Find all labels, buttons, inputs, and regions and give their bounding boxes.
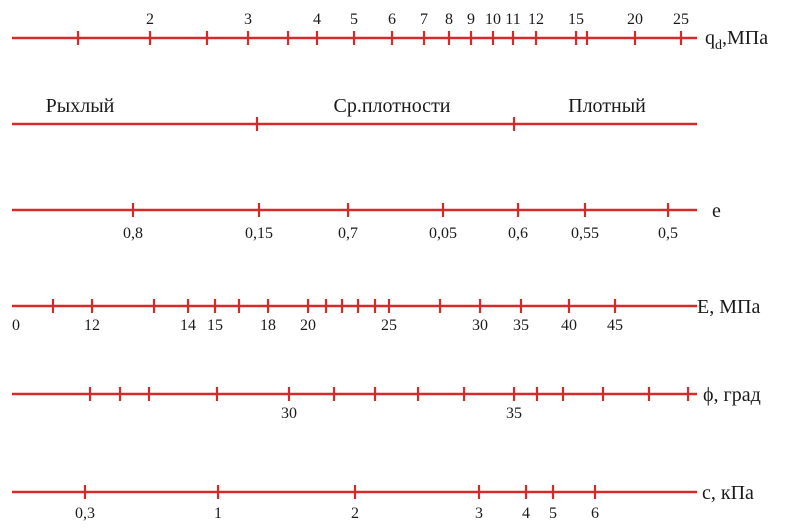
axis-name-E: E, МПа — [697, 296, 760, 318]
tick-label-c: 3 — [475, 505, 483, 522]
tick-label-qd: 25 — [673, 11, 689, 28]
tick-label-E: 30 — [472, 317, 488, 334]
tick-label-qd: 7 — [420, 11, 428, 28]
tick-label-e: 0,05 — [429, 225, 457, 242]
axis-name-phi: ϕ, град — [703, 384, 761, 406]
tick-label-E: 18 — [260, 317, 276, 334]
tick-label-qd: 4 — [313, 11, 321, 28]
tick-label-E: 45 — [607, 317, 623, 334]
tick-label-e: 0,5 — [658, 225, 678, 242]
tick-label-qd: 6 — [388, 11, 396, 28]
tick-label-phi: 35 — [506, 405, 522, 422]
density-zone-label: Ср.плотности — [333, 95, 450, 117]
axis-name-unit: ,МПа — [722, 27, 768, 49]
density-zone-label: Плотный — [568, 95, 646, 117]
tick-label-c: 2 — [351, 505, 359, 522]
tick-label-E: 14 — [180, 317, 196, 334]
tick-label-E: 15 — [207, 317, 223, 334]
tick-label-qd: 8 — [445, 11, 453, 28]
tick-label-qd: 11 — [505, 11, 520, 28]
tick-label-c: 1 — [214, 505, 222, 522]
tick-label-qd: 5 — [350, 11, 358, 28]
tick-label-qd: 9 — [467, 11, 475, 28]
tick-label-start-E: 0 — [12, 317, 20, 334]
axis-name-main: e — [712, 200, 721, 222]
tick-label-E: 40 — [561, 317, 577, 334]
tick-label-c: 4 — [522, 505, 530, 522]
tick-label-e: 0,8 — [123, 225, 143, 242]
axis-name-c: с, кПа — [702, 482, 754, 504]
axis-name-main: с, кПа — [702, 482, 754, 504]
tick-label-qd: 2 — [146, 11, 154, 28]
tick-label-c: 5 — [549, 505, 557, 522]
tick-label-qd: 20 — [627, 11, 643, 28]
tick-label-E: 25 — [381, 317, 397, 334]
tick-label-c: 6 — [591, 505, 599, 522]
tick-label-E: 20 — [300, 317, 316, 334]
tick-label-e: 0,55 — [571, 225, 599, 242]
tick-label-phi: 30 — [281, 405, 297, 422]
tick-label-E: 12 — [84, 317, 100, 334]
tick-label-E: 35 — [513, 317, 529, 334]
density-zone-label: Рыхлый — [46, 95, 115, 117]
axis-name-main: ϕ, град — [703, 384, 761, 406]
axis-name-e: e — [712, 200, 721, 222]
tick-label-e: 0,15 — [245, 225, 273, 242]
axis-name-main: q — [705, 27, 715, 49]
tick-label-qd: 15 — [568, 11, 584, 28]
tick-label-e: 0,7 — [338, 225, 358, 242]
axis-name-main: E, МПа — [697, 296, 760, 318]
tick-label-qd: 3 — [244, 11, 252, 28]
tick-label-qd: 12 — [528, 11, 544, 28]
axis-name-qd: qd,МПа — [705, 27, 768, 53]
tick-label-qd: 10 — [485, 11, 501, 28]
axis-name-subscript: d — [715, 38, 722, 53]
tick-label-c: 0,3 — [75, 505, 95, 522]
tick-label-e: 0,6 — [508, 225, 528, 242]
